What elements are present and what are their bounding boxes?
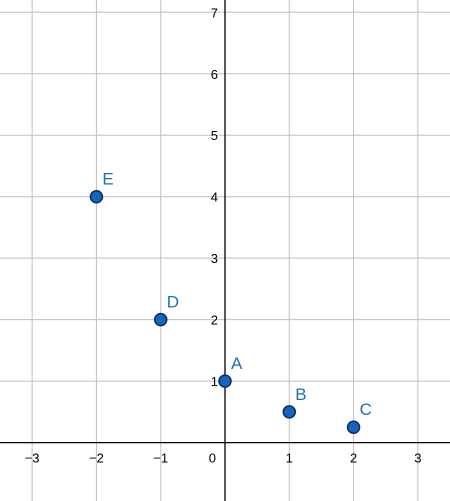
point-label: C	[360, 400, 372, 419]
x-tick-label: 3	[414, 451, 421, 466]
y-tick-label: 5	[211, 128, 218, 143]
point-c[interactable]: C	[346, 400, 372, 434]
tick-labels: −3 −2 −1 1 2 3 1 2 3 4 5 6 7 0	[25, 5, 422, 465]
x-tick-label: −3	[25, 451, 40, 466]
point-marker[interactable]	[282, 405, 297, 419]
point-label: E	[102, 170, 113, 189]
x-tick-label: 2	[350, 451, 357, 466]
y-tick-label: 7	[211, 5, 218, 20]
x-tick-label: −1	[153, 451, 168, 466]
point-marker[interactable]	[153, 312, 168, 327]
data-points: A B C D E	[89, 170, 372, 434]
y-tick-label: 6	[211, 67, 218, 82]
point-label: B	[295, 385, 306, 404]
point-a[interactable]: A	[218, 354, 243, 388]
point-e[interactable]: E	[89, 170, 114, 204]
x-tick-label: 1	[286, 451, 293, 466]
y-tick-label: 3	[211, 251, 218, 266]
x-tick-label: −2	[89, 451, 104, 466]
point-d[interactable]: D	[153, 293, 179, 327]
point-b[interactable]: B	[282, 385, 307, 419]
point-marker[interactable]	[218, 374, 232, 388]
y-tick-label: 2	[211, 313, 218, 328]
point-marker[interactable]	[346, 420, 361, 434]
origin-label: 0	[209, 451, 216, 466]
y-tick-label: 4	[211, 190, 218, 205]
y-tick-label: 1	[211, 374, 218, 389]
point-label: A	[231, 354, 243, 373]
point-marker[interactable]	[89, 189, 104, 204]
point-label: D	[167, 293, 179, 312]
